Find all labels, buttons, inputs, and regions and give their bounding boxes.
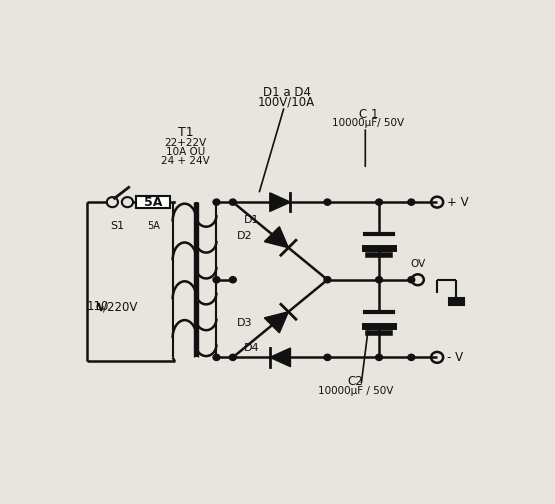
Text: C 1: C 1 [359, 107, 378, 120]
Circle shape [229, 199, 236, 205]
Text: D3: D3 [237, 318, 253, 328]
Polygon shape [264, 227, 289, 248]
Circle shape [324, 354, 331, 360]
Text: OV: OV [410, 259, 425, 269]
Text: T1: T1 [178, 126, 193, 139]
Text: + V: + V [447, 196, 468, 209]
Text: 100V/10A: 100V/10A [258, 95, 315, 108]
Circle shape [408, 199, 415, 205]
Text: 24 + 24V: 24 + 24V [161, 156, 210, 166]
Text: 10A OU: 10A OU [166, 147, 205, 157]
Polygon shape [264, 312, 289, 333]
Bar [449, 298, 464, 305]
Text: D2: D2 [237, 231, 253, 241]
Circle shape [376, 277, 382, 283]
Circle shape [213, 277, 220, 283]
Text: D4: D4 [244, 343, 259, 353]
Circle shape [324, 199, 331, 205]
Text: 10000μF/ 50V: 10000μF/ 50V [332, 118, 405, 128]
Text: C2: C2 [347, 375, 364, 388]
Circle shape [408, 354, 415, 360]
Polygon shape [270, 348, 290, 367]
Text: S1: S1 [110, 221, 124, 231]
Text: D1 a D4: D1 a D4 [263, 86, 311, 99]
Circle shape [376, 354, 382, 360]
Text: - V: - V [447, 351, 463, 364]
Text: /220V: /220V [103, 300, 137, 313]
Text: 22+22V: 22+22V [164, 138, 206, 148]
Bar [136, 196, 170, 208]
Circle shape [376, 199, 382, 205]
Text: 10000μF / 50V: 10000μF / 50V [317, 386, 393, 396]
Circle shape [229, 277, 236, 283]
Circle shape [213, 199, 220, 205]
Circle shape [408, 277, 415, 283]
Text: D1: D1 [244, 215, 259, 225]
Circle shape [229, 354, 236, 360]
Text: 110: 110 [87, 300, 109, 313]
Circle shape [324, 277, 331, 283]
Text: 5A: 5A [147, 221, 160, 231]
Polygon shape [270, 193, 290, 212]
Text: 5A: 5A [144, 196, 163, 209]
Circle shape [213, 354, 220, 360]
